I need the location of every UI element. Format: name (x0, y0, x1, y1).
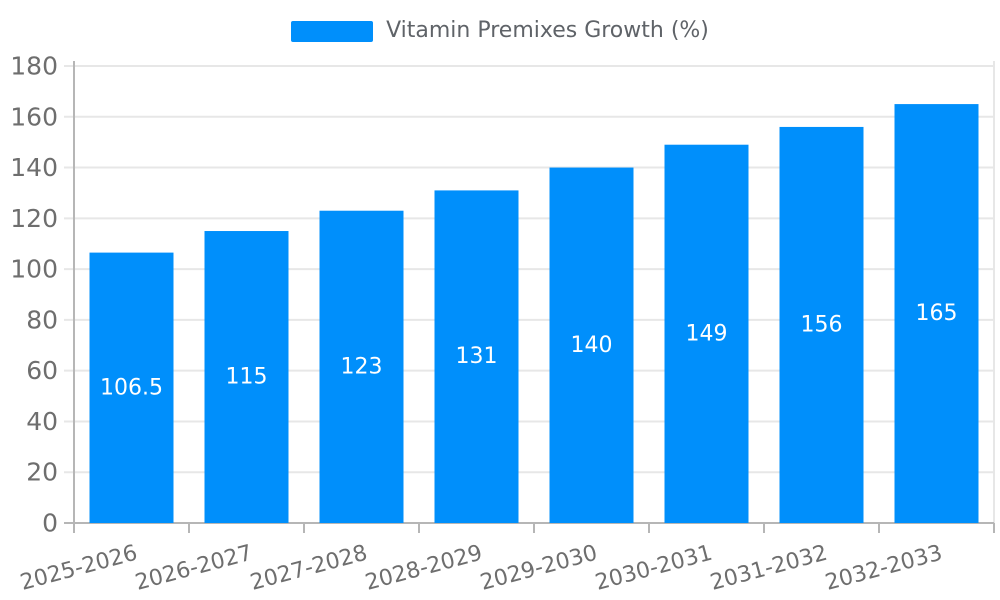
x-axis-label: 2026-2027 (133, 541, 255, 596)
x-axis-label: 2025-2026 (18, 541, 140, 596)
legend-label: Vitamin Premixes Growth (%) (386, 18, 709, 43)
bar-value-label: 165 (916, 301, 958, 326)
bar-value-label: 156 (801, 312, 843, 337)
y-axis-label: 100 (10, 255, 58, 284)
bar-2030-2031[interactable] (664, 144, 749, 523)
bar-value-label: 131 (456, 344, 498, 369)
bar-2025-2026[interactable] (89, 252, 174, 523)
y-axis-label: 80 (26, 305, 58, 334)
bar-2028-2029[interactable] (434, 190, 519, 523)
x-axis-label: 2030-2031 (593, 541, 715, 596)
x-axis-label: 2032-2033 (823, 541, 945, 596)
y-axis-label: 160 (10, 102, 58, 131)
bar-value-label: 140 (571, 333, 613, 358)
bar-2032-2033[interactable] (894, 104, 979, 523)
bar-2026-2027[interactable] (204, 231, 289, 523)
bar-value-label: 123 (341, 354, 383, 379)
legend-item[interactable]: Vitamin Premixes Growth (%) (0, 20, 1000, 42)
y-axis-label: 180 (10, 52, 58, 81)
x-axis-label: 2028-2029 (363, 541, 485, 596)
bar-value-label: 149 (686, 321, 728, 346)
x-axis-label: 2031-2032 (708, 541, 830, 596)
bar-value-label: 106.5 (100, 375, 163, 400)
y-axis-label: 40 (26, 407, 58, 436)
y-axis-label: 60 (26, 356, 58, 385)
bar-2029-2030[interactable] (549, 167, 634, 524)
x-axis-label: 2027-2028 (248, 541, 370, 596)
x-axis-label: 2029-2030 (478, 541, 600, 596)
bar-2027-2028[interactable] (319, 210, 404, 523)
legend-swatch-icon (291, 20, 374, 42)
y-axis-label: 20 (26, 458, 58, 487)
bar-2031-2032[interactable] (779, 126, 864, 523)
y-axis-label: 120 (10, 204, 58, 233)
bar-value-label: 115 (226, 365, 268, 390)
y-axis-label: 0 (42, 509, 58, 538)
y-axis-label: 140 (10, 153, 58, 182)
